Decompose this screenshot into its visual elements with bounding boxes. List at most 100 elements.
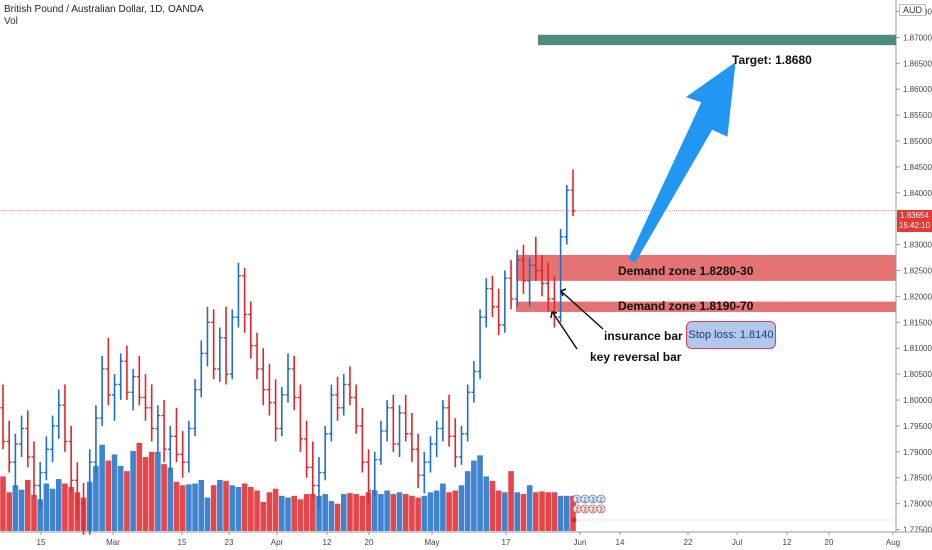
insurance-bar-label: insurance bar <box>604 329 683 343</box>
volume-bar <box>533 492 539 531</box>
event-badge <box>596 494 606 504</box>
volume-bar <box>43 483 50 531</box>
price-axis-label: 1.79000 <box>903 448 932 457</box>
volume-bar <box>204 497 211 531</box>
volume-bar <box>390 494 397 531</box>
time-axis-label: Jul <box>732 538 742 547</box>
volume-bar <box>167 467 174 531</box>
volume-bar <box>347 493 353 531</box>
price-axis-label: 1.86500 <box>903 59 932 68</box>
volume-bar <box>545 492 552 531</box>
key-reversal-pointer <box>552 312 578 350</box>
time-axis-label: 12 <box>323 538 332 547</box>
event-badge-label: 2 <box>583 498 587 504</box>
volume-bar <box>241 483 248 531</box>
volume-bar <box>409 495 415 531</box>
volume-bar <box>117 465 124 531</box>
volume-bar <box>210 485 217 531</box>
volume-bar <box>452 490 459 531</box>
volume-bar <box>371 490 378 531</box>
volume-bar <box>502 492 508 531</box>
volume-bar <box>440 483 446 531</box>
volume-bar <box>508 471 514 531</box>
event-badge-label: 3 <box>575 498 579 504</box>
target-arrow <box>628 61 736 263</box>
volume-bar <box>557 495 564 531</box>
volume-bar <box>49 488 56 531</box>
event-badge-label: 2 <box>599 498 603 504</box>
event-badge-label: 3 <box>583 508 587 514</box>
price-axis-label: 1.81500 <box>903 318 932 327</box>
volume-label: Vol <box>4 16 18 27</box>
volume-bar <box>55 479 62 531</box>
time-axis-label: Aug <box>886 538 900 547</box>
time-axis-label: 22 <box>684 538 693 547</box>
price-axis-label: 1.83000 <box>903 241 932 250</box>
volume-bar <box>37 499 43 531</box>
time-axis-label: 15 <box>178 538 187 547</box>
price-axis-label: 1.78000 <box>903 500 932 509</box>
volume-bar <box>105 460 112 531</box>
time-axis-label: 23 <box>225 538 234 547</box>
demand-zone-1-label: Demand zone 1.8280-30 <box>618 264 754 278</box>
volume-bar <box>179 485 186 531</box>
volume-bar <box>260 501 267 531</box>
volume-bar <box>340 494 347 531</box>
time-axis-label: Mar <box>106 538 120 547</box>
volume-bar <box>266 492 273 531</box>
volume-bar <box>328 501 335 531</box>
volume-bar <box>291 495 297 531</box>
price-axis-label: 1.84500 <box>903 163 932 172</box>
volume-bar <box>359 495 366 531</box>
volume-bar <box>124 471 130 531</box>
currency-label[interactable]: AUD <box>898 4 926 16</box>
volume-bar <box>520 494 527 531</box>
volume-bar <box>526 485 533 531</box>
demand-zone-2 <box>516 301 896 312</box>
time-axis-label: Apr <box>271 538 284 547</box>
volume-bar <box>217 479 223 531</box>
time-axis-label: 20 <box>365 538 374 547</box>
volume-bar <box>279 495 285 531</box>
time-axis-label: Jun <box>574 538 587 547</box>
volume-bar <box>477 455 483 531</box>
event-badge <box>596 504 606 514</box>
event-badge-label: 3 <box>591 508 595 514</box>
volume-bar <box>223 480 229 531</box>
volume-bar <box>415 497 421 531</box>
volume-bar <box>192 483 198 531</box>
price-axis-label: 1.80500 <box>903 370 932 379</box>
volume-bar <box>93 465 99 531</box>
price-axis-label: 1.85500 <box>903 111 932 120</box>
chart-header: British Pound / Australian Dollar, 1D, O… <box>4 4 204 28</box>
volume-bar <box>427 492 434 531</box>
volume-bar <box>396 492 403 531</box>
volume-bar <box>433 490 440 531</box>
symbol-title: British Pound / Australian Dollar, 1D, O… <box>4 4 204 15</box>
volume-bar <box>402 494 409 531</box>
volume-bar <box>446 492 452 531</box>
volume-bar <box>130 450 136 531</box>
volume-bar <box>322 494 328 531</box>
time-axis-label: 14 <box>616 538 625 547</box>
time-axis-label: 15 <box>37 538 46 547</box>
volume-bar <box>285 497 291 531</box>
volume-bar <box>173 481 180 531</box>
stop-loss-label: Stop loss: 1.8140 <box>688 329 774 341</box>
time-axis-label: 17 <box>502 538 511 547</box>
volume-bar <box>235 487 242 531</box>
key-reversal-bar-label: key reversal bar <box>590 350 682 364</box>
volume-bar <box>551 492 558 531</box>
volume-bar <box>303 494 310 531</box>
volume-bar <box>248 487 254 531</box>
volume-bar <box>254 490 260 531</box>
volume-bar <box>514 492 521 531</box>
demand-zone-1 <box>516 254 896 281</box>
price-axis-label: 1.79500 <box>903 422 932 431</box>
target-label: Target: 1.8680 <box>732 53 812 67</box>
volume-bar <box>570 495 576 531</box>
stop-loss-callout[interactable]: Stop loss: 1.8140 <box>686 321 776 349</box>
volume-bar <box>142 457 149 531</box>
time-axis-label: May <box>424 538 439 547</box>
